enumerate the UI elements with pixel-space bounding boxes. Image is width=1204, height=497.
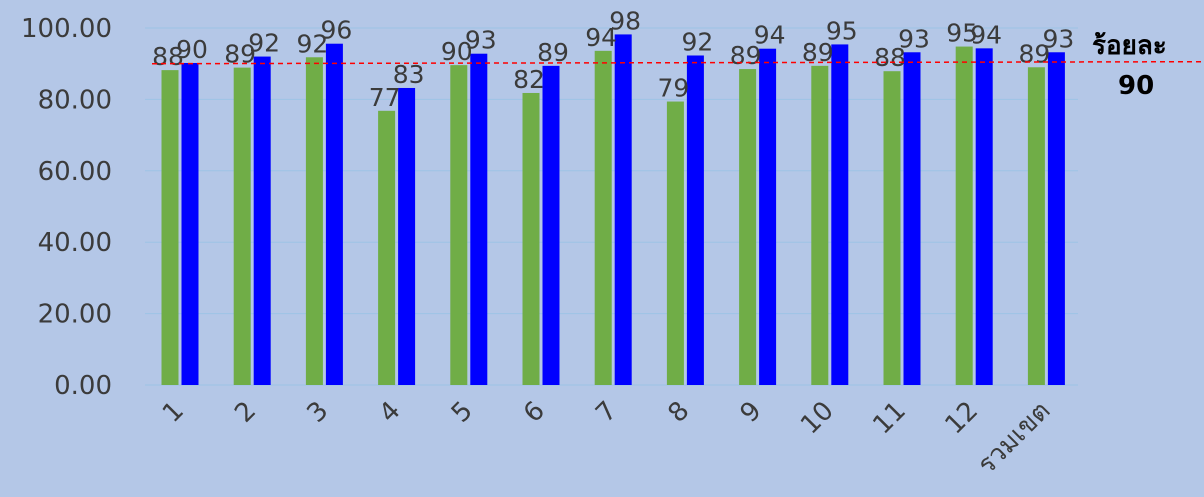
data-label: 96 (320, 16, 352, 45)
data-label: 89 (537, 38, 569, 67)
data-label: 93 (898, 24, 930, 53)
x-tick-label: 2 (229, 396, 262, 429)
bar-series-2 (325, 43, 343, 385)
target-line-group: ร้อยละ 90 (151, 31, 1204, 101)
x-tick-label: 9 (735, 396, 768, 429)
y-tick-label: 60.00 (38, 157, 112, 187)
bar-series-1 (233, 67, 251, 385)
data-label: 82 (513, 65, 545, 94)
data-label: 94 (970, 20, 1002, 49)
bar-series-1 (1027, 67, 1045, 386)
x-tick-label: 7 (590, 396, 623, 429)
data-label: 92 (248, 29, 280, 58)
bar-series-2 (398, 87, 416, 385)
x-tick-label: 3 (301, 396, 334, 429)
x-tick-label: 11 (867, 396, 912, 441)
x-tick-label: 8 (662, 396, 695, 429)
target-label-line1: ร้อยละ (1092, 31, 1167, 61)
bar-series-1 (955, 46, 973, 386)
bar-series-1 (522, 92, 540, 385)
data-label: 88 (874, 43, 906, 72)
x-tick-label: รวมเขต (972, 396, 1056, 480)
target-line (151, 60, 1204, 65)
bar-series-2 (1047, 52, 1065, 385)
bar-series-1 (883, 71, 901, 386)
y-tick-label: 20.00 (38, 300, 112, 330)
data-label: 88 (152, 42, 184, 71)
bar-series-2 (759, 48, 777, 386)
bar-series-2 (253, 56, 271, 386)
bar-series-1 (450, 65, 468, 386)
x-tick-label: 6 (518, 396, 551, 429)
x-tick-label: 10 (795, 396, 840, 441)
data-label: 77 (369, 83, 401, 112)
x-tick-label: 12 (940, 396, 985, 441)
x-tick-label: 4 (374, 396, 407, 429)
x-tick-label: 1 (157, 396, 190, 429)
bar-series-2 (181, 62, 199, 386)
target-label-line2: 90 (1118, 71, 1154, 101)
y-tick-label: 100.00 (21, 14, 112, 44)
data-label: 89 (1018, 39, 1050, 68)
bar-series-2 (470, 53, 488, 385)
bar-series-1 (666, 101, 684, 386)
data-label: 93 (465, 26, 497, 55)
bar-series-1 (161, 70, 179, 385)
data-label: 89 (730, 41, 762, 70)
bar-series-1 (594, 50, 612, 386)
y-tick-label: 40.00 (38, 228, 112, 258)
bar-series-1 (378, 110, 396, 385)
bar-series-2 (831, 44, 849, 386)
bars (161, 34, 1065, 386)
y-tick-label: 80.00 (38, 85, 112, 115)
data-label: 94 (754, 21, 786, 50)
y-tick-label: 0.00 (54, 371, 112, 401)
bar-series-2 (903, 52, 921, 385)
data-label: 89 (224, 40, 256, 69)
data-label: 93 (1042, 24, 1074, 53)
data-label: 90 (441, 37, 473, 66)
data-label: 79 (657, 74, 689, 103)
bar-series-1 (811, 65, 829, 385)
bar-series-2 (686, 55, 704, 385)
data-label: 92 (296, 29, 328, 58)
bar-series-1 (739, 69, 757, 386)
bar-series-1 (305, 57, 323, 386)
bar-series-2 (542, 65, 560, 385)
data-label: 95 (946, 19, 978, 48)
data-label: 92 (681, 27, 713, 56)
data-label: 90 (176, 35, 208, 64)
data-label: 95 (826, 16, 858, 45)
bar-series-2 (975, 48, 993, 385)
y-axis-ticks: 0.00 20.00 40.00 60.00 80.00 100.00 (21, 14, 112, 401)
bar-series-2 (614, 34, 632, 386)
data-label: 98 (609, 6, 641, 35)
data-label: 94 (585, 23, 617, 52)
x-tick-label: 5 (446, 396, 479, 429)
data-label: 83 (393, 60, 425, 89)
